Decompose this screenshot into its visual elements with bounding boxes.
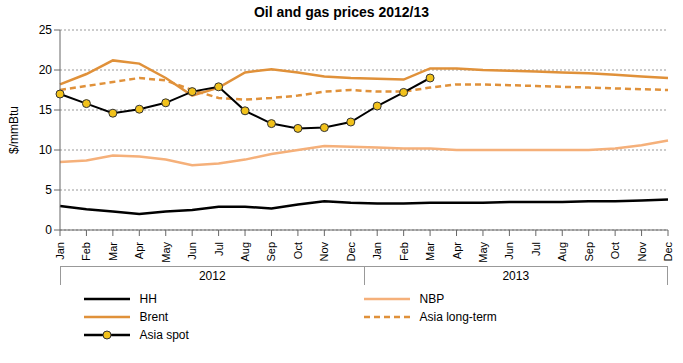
- svg-text:10: 10: [39, 143, 53, 157]
- svg-text:Dec: Dec: [345, 242, 357, 262]
- svg-text:Jan: Jan: [371, 242, 383, 260]
- svg-text:Jun: Jun: [186, 242, 198, 260]
- svg-text:Oct: Oct: [292, 242, 304, 259]
- svg-text:$/mmBtu: $/mmBtu: [7, 106, 21, 154]
- svg-text:Feb: Feb: [80, 242, 92, 261]
- svg-text:May: May: [160, 242, 172, 263]
- html-text:Oil and gas prices 2012/13: Oil and gas prices 2012/13: [253, 4, 429, 20]
- svg-text:Jul: Jul: [213, 242, 225, 256]
- svg-text:Jul: Jul: [530, 242, 542, 256]
- svg-text:Jan: Jan: [54, 242, 66, 260]
- svg-text:25: 25: [39, 23, 53, 37]
- svg-text:Nov: Nov: [318, 242, 330, 262]
- svg-text:Apr: Apr: [451, 242, 463, 259]
- html-text:Asia long-term: Asia long-term: [419, 310, 497, 324]
- svg-text:May: May: [477, 242, 489, 263]
- html-text:Brent: Brent: [139, 310, 169, 324]
- html-text:2012: 2012: [198, 269, 226, 283]
- svg-text:Apr: Apr: [133, 242, 145, 259]
- svg-text:15: 15: [39, 103, 53, 117]
- svg-text:Sep: Sep: [265, 242, 277, 262]
- svg-text:0: 0: [45, 223, 52, 237]
- svg-text:5: 5: [45, 183, 52, 197]
- svg-text:20: 20: [39, 63, 53, 77]
- svg-text:Mar: Mar: [424, 242, 436, 261]
- svg-text:Nov: Nov: [636, 242, 648, 262]
- html-text:Asia spot: Asia spot: [139, 328, 189, 342]
- svg-text:Oct: Oct: [609, 242, 621, 259]
- svg-text:Sep: Sep: [583, 242, 595, 262]
- svg-text:Feb: Feb: [398, 242, 410, 261]
- svg-text:Aug: Aug: [556, 242, 568, 262]
- html-text:2013: 2013: [502, 269, 530, 283]
- svg-text:Jun: Jun: [503, 242, 515, 260]
- svg-text:Dec: Dec: [662, 242, 674, 262]
- html-text:NBP: NBP: [419, 292, 445, 306]
- html-text:HH: HH: [139, 292, 157, 306]
- svg-text:Aug: Aug: [239, 242, 251, 262]
- svg-text:Mar: Mar: [107, 242, 119, 261]
